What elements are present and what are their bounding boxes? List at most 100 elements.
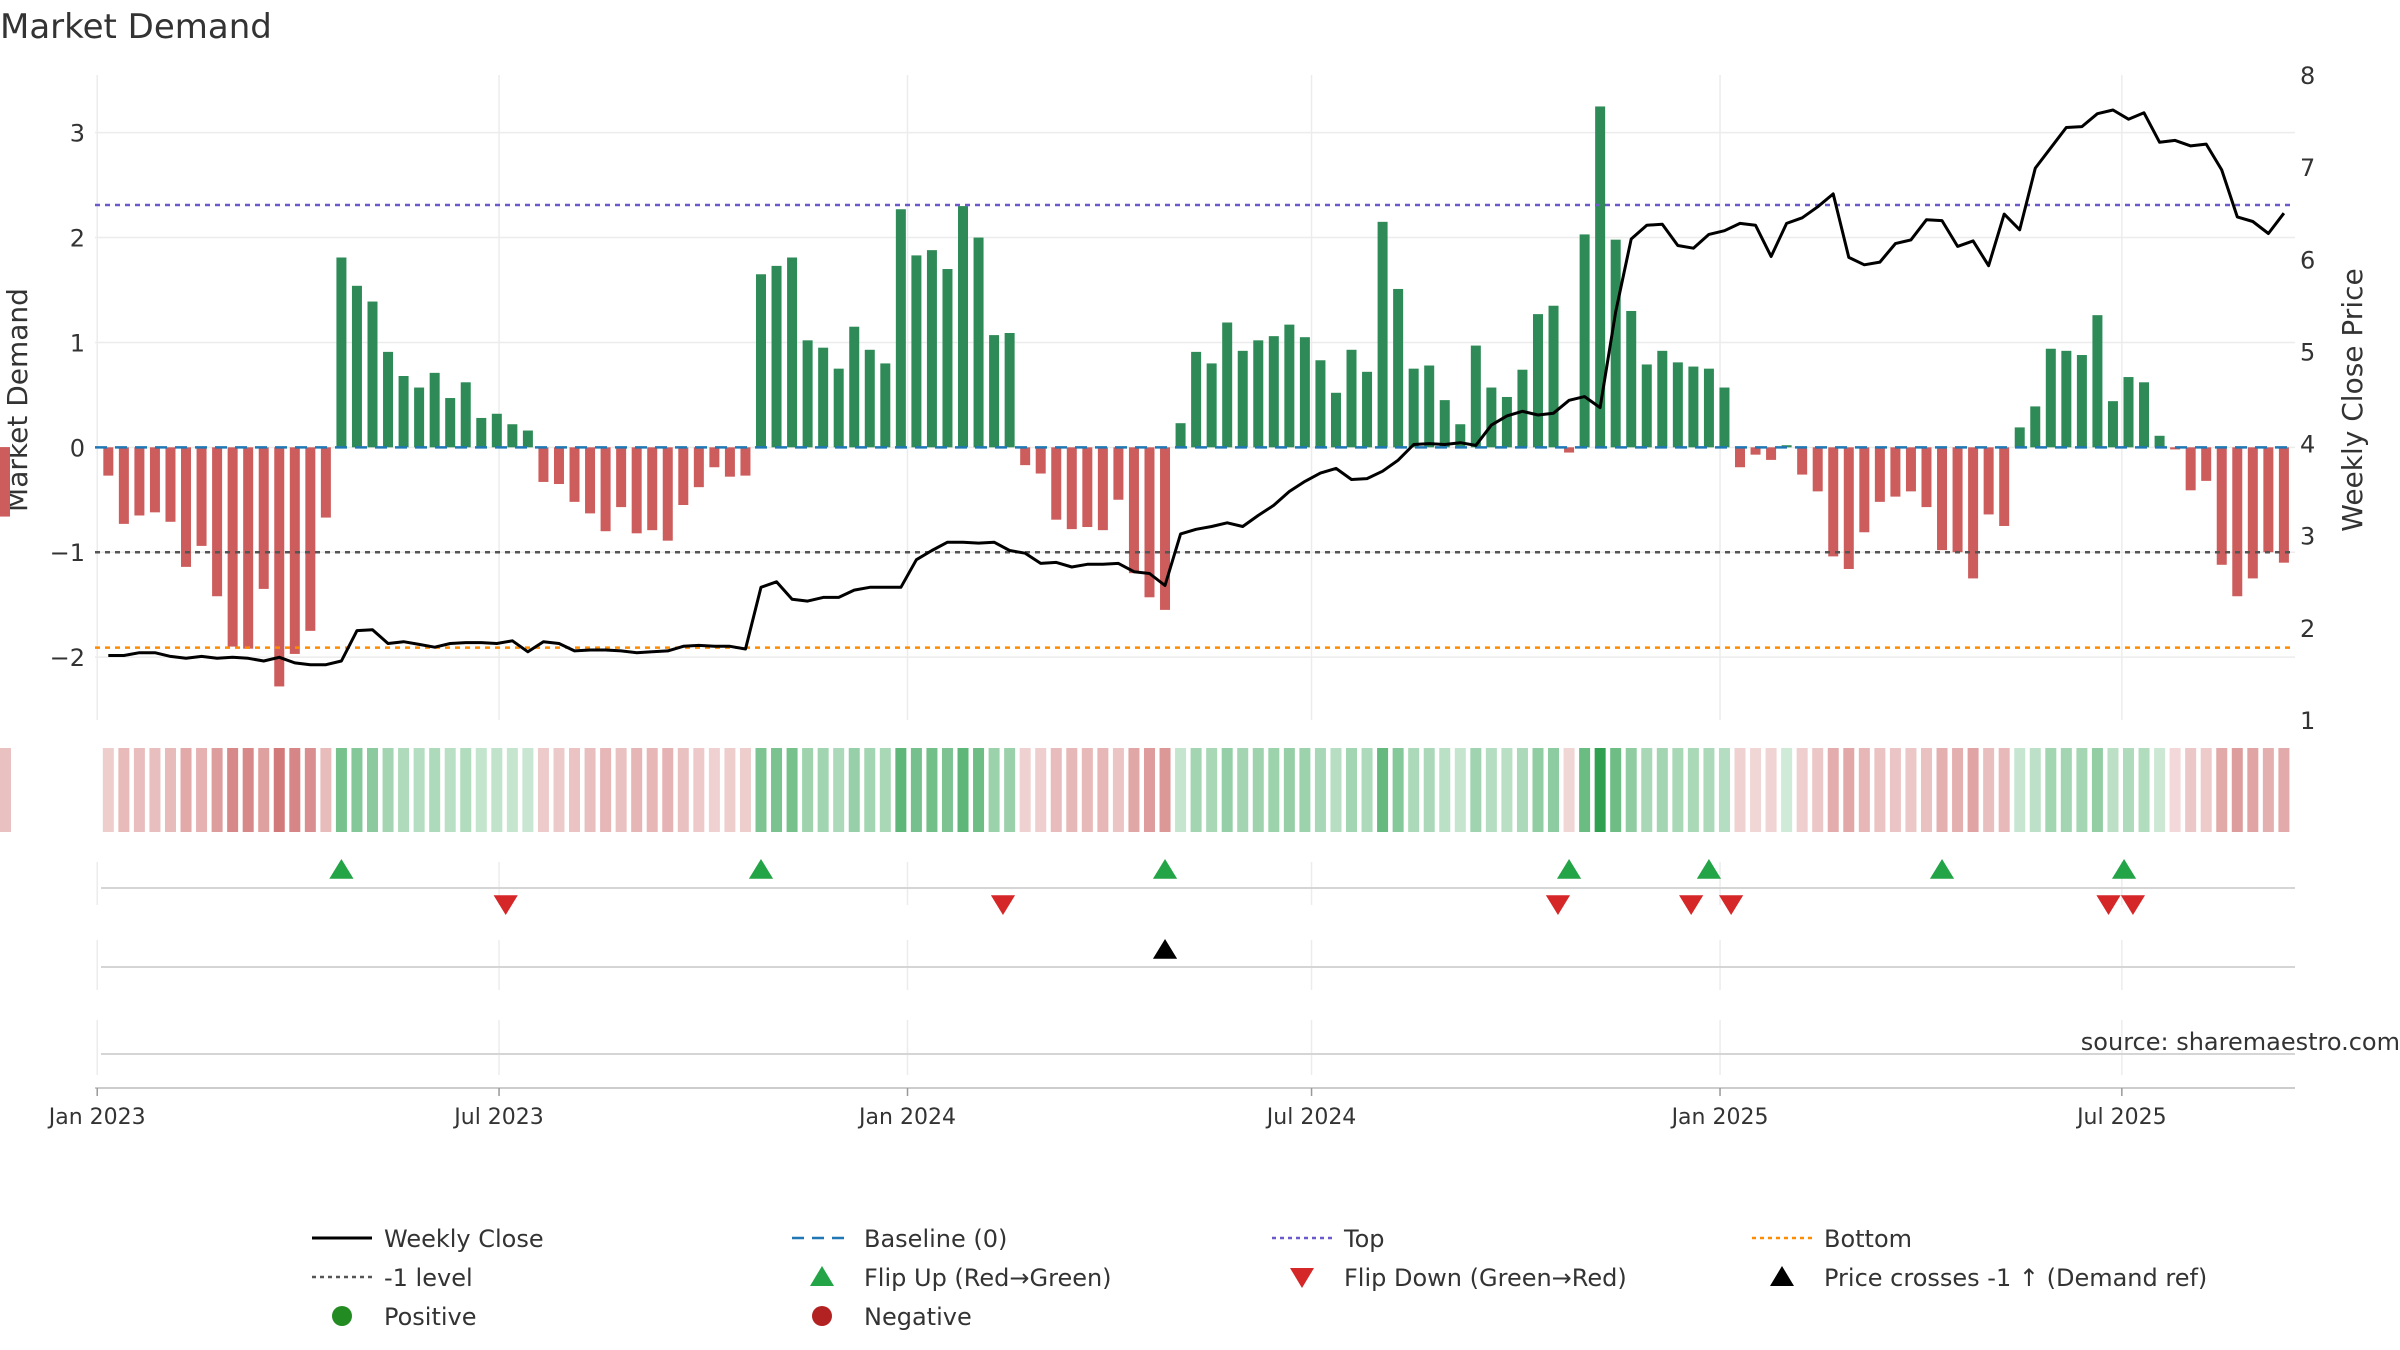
legend-item: Top [1272,1225,1385,1253]
demand-bar [1610,239,1621,448]
demand-bar [2107,401,2118,448]
demand-bar [973,237,984,448]
heat-strip-cell [553,748,565,832]
demand-bar [491,413,502,448]
heat-strip-cell [895,748,907,832]
heat-strip-cell [1983,748,1995,832]
circle-icon [812,1306,832,1326]
heat-strip-cell [211,748,223,832]
heat-strip-cell [973,748,985,832]
y-tick-label: 1 [70,329,85,357]
heat-strip-cell [864,748,876,832]
heat-strip-cell [102,748,114,832]
demand-bar [289,447,300,654]
heat-strip-cell [1252,748,1264,832]
demand-bar [2201,447,2212,481]
demand-bar [1750,447,1761,455]
x-tick-label: Jan 2025 [1670,1105,1769,1130]
legend-item: -1 level [312,1264,473,1292]
demand-bar [538,447,549,482]
heat-strip-cell [1734,748,1746,832]
triangle-down-icon [1290,1268,1314,1288]
heat-strip-cell [1454,748,1466,832]
heat-strip-cell [1625,748,1637,832]
demand-bar [585,447,596,514]
heat-strip-cell [1019,748,1031,832]
heat-strip-cell [2045,748,2057,832]
demand-bar [1408,368,1419,448]
heat-strip-cell [1377,748,1389,832]
reference-lines [95,203,2295,649]
demand-bar [2154,435,2165,448]
legend-item: Weekly Close [312,1225,544,1253]
demand-bar [724,447,735,477]
demand-bar [1486,387,1497,448]
heat-strip-cell [1330,748,1342,832]
demand-bar [1253,340,1264,448]
demand-bar [2045,348,2056,448]
demand-bar [1035,447,1046,474]
heat-strip-cell [1128,748,1140,832]
heat-strip-cell [460,748,472,832]
legend-label: Price crosses -1 ↑ (Demand ref) [1824,1264,2207,1292]
demand-bar [1424,365,1435,448]
legend-item: Flip Down (Green→Red) [1290,1264,1627,1292]
heat-strip-cell [817,748,829,832]
demand-bar [2076,355,2087,448]
demand-bar [1579,234,1590,448]
demand-bar [833,368,844,448]
demand-bar [1128,447,1139,574]
heat-strip-cell [1687,748,1699,832]
y2-tick-label: 8 [2300,62,2315,90]
demand-bar [1206,363,1217,448]
heat-strip-cell [848,748,860,832]
heat-strip-cell [133,748,145,832]
heat-strip-cell [2185,748,2197,832]
demand-bar [1393,288,1404,448]
y2-tick-label: 7 [2300,154,2315,182]
legend-label: Negative [864,1303,972,1331]
heat-strip-cell [1952,748,1964,832]
heat-strip-cell [1594,748,1606,832]
heat-strip-cell [646,748,658,832]
heat-strip-cell [1718,748,1730,832]
demand-bar [1843,447,1854,569]
demand-bar [693,447,704,488]
demand-bar [134,447,145,516]
heat-strip-cell [1485,748,1497,832]
heat-strip-cell [569,748,581,832]
heat-strip-cell [2107,748,2119,832]
demand-bar [662,447,673,541]
heat-strip-cell [1221,748,1233,832]
heat-strip-cell [1781,748,1793,832]
demand-bar [771,265,782,448]
demand-bar [1797,447,1808,475]
demand-bar [1299,337,1310,448]
heat-strip-cell [506,748,518,832]
heat-strip-cell [1858,748,1870,832]
heat-strip-cell [1765,748,1777,832]
heat-strip-cell [1035,748,1047,832]
demand-bars [0,106,2289,687]
legend-label: Flip Up (Red→Green) [864,1264,1112,1292]
demand-bar [1766,447,1777,460]
weekly-close-line [108,108,2286,667]
demand-bar [1346,349,1357,448]
demand-bar [336,257,347,448]
legend-item: Positive [332,1303,477,1331]
legend-label: Baseline (0) [864,1225,1007,1253]
heat-strip-cell [1548,748,1560,832]
demand-bar [1330,392,1341,448]
demand-bar [383,351,394,448]
heat-strip-cell [1112,748,1124,832]
demand-bar [709,447,720,468]
heat-strip-cell [2278,748,2290,832]
heat-strip-cell [600,748,612,832]
heat-strip-cell [1314,748,1326,832]
flip-up-marker [1696,859,1722,879]
y2-tick-label: 4 [2300,431,2315,459]
demand-bar [1983,447,1994,515]
demand-bar [1004,333,1015,448]
flip-up-marker [1152,859,1178,879]
heat-strip-cell [1610,748,1622,832]
